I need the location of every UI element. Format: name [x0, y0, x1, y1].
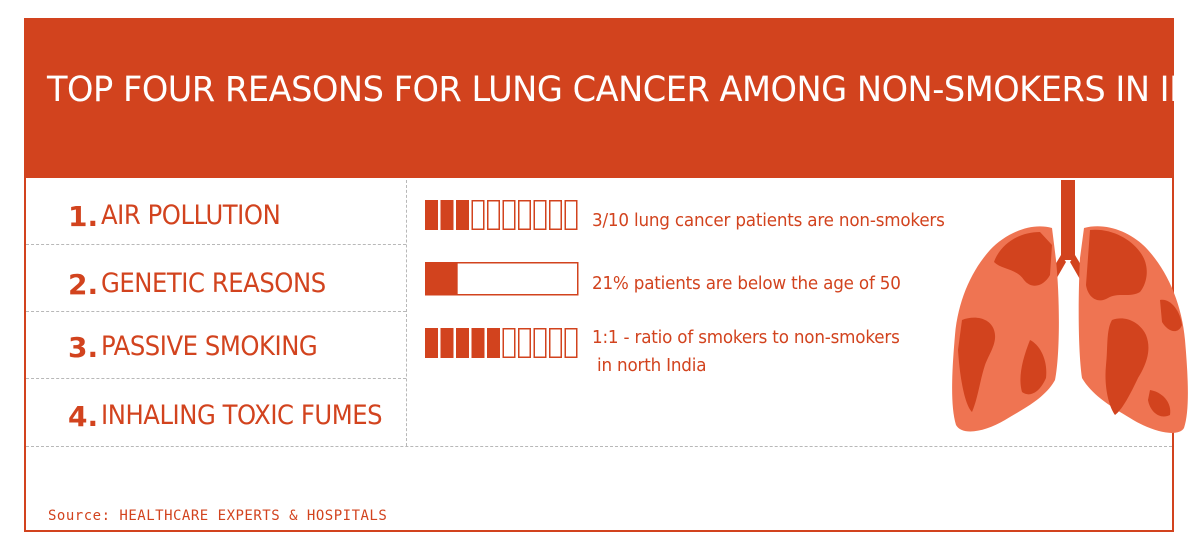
reason-number: 2. [68, 268, 99, 301]
stat-3-text-line2: in north India [597, 355, 707, 376]
stat-3-segment-filled [440, 328, 454, 358]
stat-1-segment-empty [549, 200, 562, 230]
title-banner: TOP FOUR REASONS FOR LUNG CANCER AMONG N… [24, 18, 1200, 178]
page-title: TOP FOUR REASONS FOR LUNG CANCER AMONG N… [47, 70, 1200, 110]
stat-3-segment-filled [487, 328, 500, 358]
stat-1-segment-empty [502, 200, 516, 230]
reason-number: 4. [68, 400, 99, 433]
stat-1-segment-filled [440, 200, 454, 230]
stat-1-text: 3/10 lung cancer patients are non-smoker… [592, 210, 945, 231]
reason-item-air-pollution: 1. AIR POLLUTION [26, 180, 406, 246]
reason-item-genetic-reasons: 2. GENETIC REASONS [26, 246, 406, 312]
source-note: Source: HEALTHCARE EXPERTS & HOSPITALS [48, 508, 388, 524]
reason-label: AIR POLLUTION [101, 200, 281, 231]
stat-3-text-line1: 1:1 - ratio of smokers to non-smokers [592, 327, 900, 348]
stat-3-segment-empty [502, 328, 516, 358]
stat-1-segment-empty [533, 200, 547, 230]
stat-3-segment-filled [425, 328, 438, 358]
reasons-list: 1. AIR POLLUTION 2. GENETIC REASONS 3. P… [26, 180, 406, 446]
bottom-divider [26, 446, 1172, 447]
stat-1-segment-filled [425, 200, 438, 230]
stat-3-segment-empty [518, 328, 531, 358]
reason-item-inhaling-toxic-fumes: 4. INHALING TOXIC FUMES [26, 380, 406, 446]
stat-3-segment-empty [549, 328, 562, 358]
row-divider [26, 378, 406, 379]
stat-3-segment-filled [471, 328, 485, 358]
stat-3-segment-empty [564, 328, 578, 358]
reason-label: INHALING TOXIC FUMES [101, 400, 383, 431]
reason-label: PASSIVE SMOKING [101, 331, 318, 362]
stat-1-segment-filled [456, 200, 469, 230]
stat-2-text: 21% patients are below the age of 50 [592, 273, 901, 294]
column-divider [406, 180, 407, 446]
reason-item-passive-smoking: 3. PASSIVE SMOKING [26, 313, 406, 379]
stat-3-segment-empty [533, 328, 547, 358]
reason-label: GENETIC REASONS [101, 268, 326, 299]
reason-number: 3. [68, 331, 99, 364]
stat-3-segment-filled [456, 328, 469, 358]
stat-1-segment-empty [471, 200, 485, 230]
row-divider [26, 244, 406, 245]
row-divider [26, 311, 406, 312]
stat-1-segment-empty [487, 200, 500, 230]
stat-2-progress-fill [425, 262, 458, 295]
reason-number: 1. [68, 200, 99, 233]
stat-1-segment-empty [564, 200, 578, 230]
stat-1-segment-empty [518, 200, 531, 230]
